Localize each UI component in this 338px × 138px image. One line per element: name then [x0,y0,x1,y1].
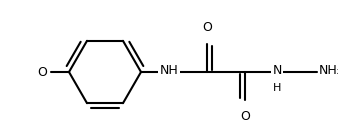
Text: O: O [37,66,47,79]
Text: N: N [272,64,282,78]
Text: NH: NH [160,64,178,78]
Text: NH₂: NH₂ [319,64,338,78]
Text: H: H [273,83,281,93]
Text: O: O [240,110,250,123]
Text: O: O [202,21,212,34]
